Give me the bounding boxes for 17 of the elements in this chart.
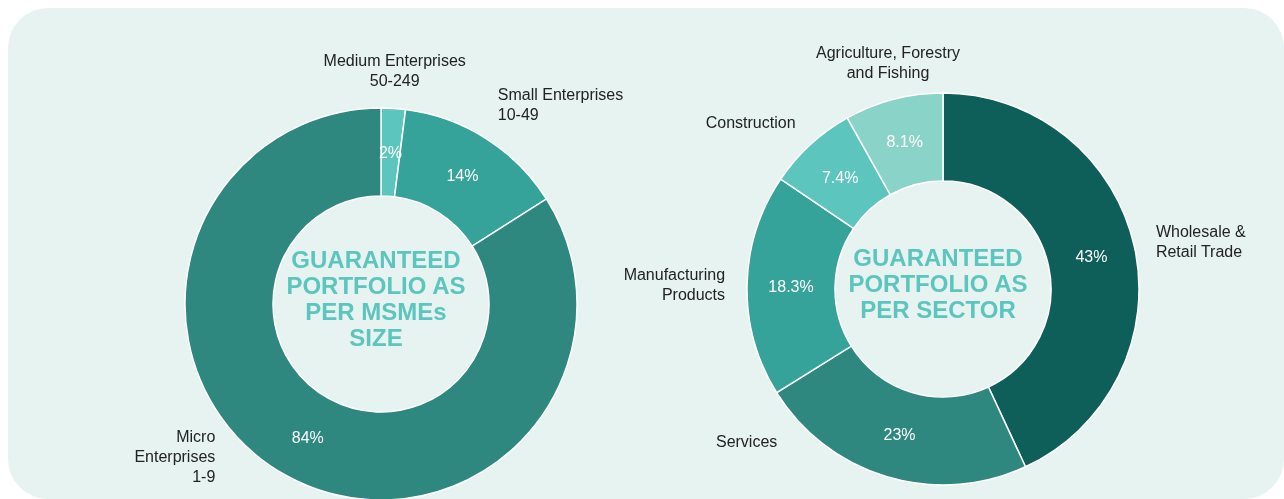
- slice-label: Construction: [705, 114, 796, 132]
- slice-label: Small Enterprises 10-49: [497, 85, 624, 123]
- slice-label: Services: [715, 432, 778, 450]
- slice-label: Medium Enterprises 50-249: [323, 52, 466, 90]
- data-label: 84%: [291, 428, 324, 446]
- slice-label: Agriculture, Forestry and Fishing: [815, 44, 961, 82]
- data-label: 23%: [883, 426, 916, 444]
- data-label: 14%: [446, 167, 479, 185]
- slice-label: Manufacturing Products: [623, 265, 726, 303]
- text: GUARANTEED PORTFOLIO AS PER MSMEs SIZE: [285, 245, 467, 353]
- data-label: 18.3%: [768, 277, 814, 295]
- text: GUARANTEED PORTFOLIO AS PER SECTOR: [847, 243, 1029, 325]
- data-label: 43%: [1075, 247, 1108, 265]
- slice-label: Wholesale & Retail Trade: [1155, 223, 1247, 261]
- data-label: 8.1%: [886, 133, 923, 151]
- slice-label: Micro Enterprises 1-9: [134, 427, 216, 485]
- data-label: 7.4%: [821, 168, 859, 186]
